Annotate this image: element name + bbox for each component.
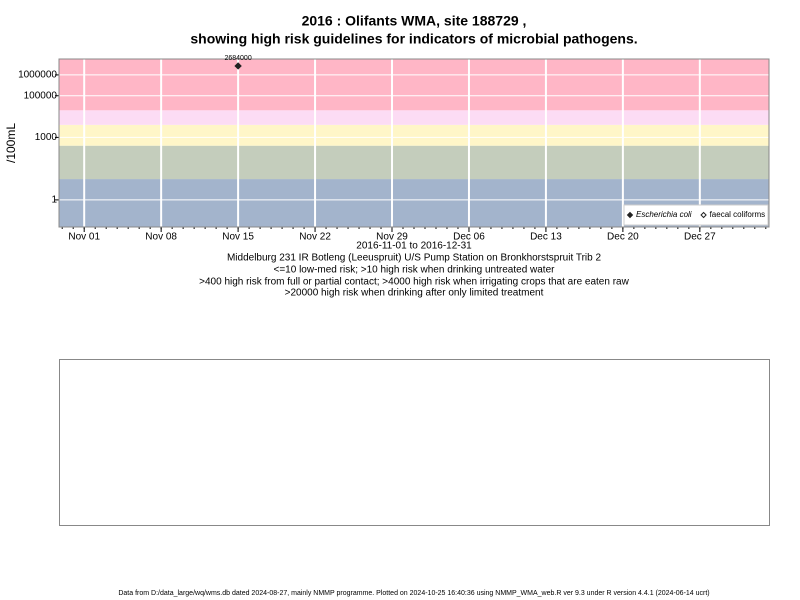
- guideline: <=10 low-med risk; >10 high risk when dr…: [274, 265, 556, 276]
- y-tick-label: 100000: [24, 90, 58, 101]
- x-tick-label: Nov 22: [299, 232, 331, 243]
- risk-band: [59, 145, 769, 180]
- date-range: 2016-11-01 to 2016-12-31: [356, 241, 472, 252]
- site-name: Middelburg 231 IR Botleng (Leeuspruit) U…: [227, 253, 602, 264]
- legend-marker: [700, 211, 707, 219]
- chart-title: 2016 : Olifants WMA, site 188729 ,: [302, 13, 527, 29]
- guideline: >400 high risk from full or partial cont…: [199, 277, 629, 288]
- x-tick-label: Dec 27: [684, 232, 716, 243]
- x-tick-label: Nov 01: [68, 232, 100, 243]
- risk-band: [59, 59, 769, 111]
- footer: Data from D:/data_large/wq/wms.db dated …: [118, 590, 709, 597]
- legend: [623, 204, 769, 226]
- x-tick-label: Dec 20: [607, 232, 639, 243]
- empty-panel: [59, 359, 770, 526]
- chart-subtitle: showing high risk guidelines for indicat…: [190, 31, 637, 47]
- legend-label: Escherichia coli: [636, 210, 692, 219]
- y-tick-label: 1000: [35, 132, 58, 143]
- data-point: [234, 62, 242, 70]
- y-tick-label: 1000000: [18, 70, 57, 81]
- risk-band: [59, 124, 769, 146]
- legend-label: faecal coliforms: [710, 210, 766, 219]
- y-axis-label: /100mL: [4, 123, 18, 163]
- legend-marker: [626, 211, 634, 219]
- data-label: 2684000: [224, 55, 251, 62]
- x-tick-label: Nov 29: [376, 232, 408, 243]
- y-tick-label: 1: [51, 195, 57, 206]
- x-tick-label: Dec 13: [530, 232, 562, 243]
- x-tick-label: Nov 15: [222, 232, 254, 243]
- x-tick-label: Nov 08: [145, 232, 177, 243]
- risk-band: [59, 110, 769, 125]
- guideline: >20000 high risk when drinking after onl…: [285, 288, 544, 299]
- x-tick-label: Dec 06: [453, 232, 485, 243]
- plot-frame: [58, 58, 770, 228]
